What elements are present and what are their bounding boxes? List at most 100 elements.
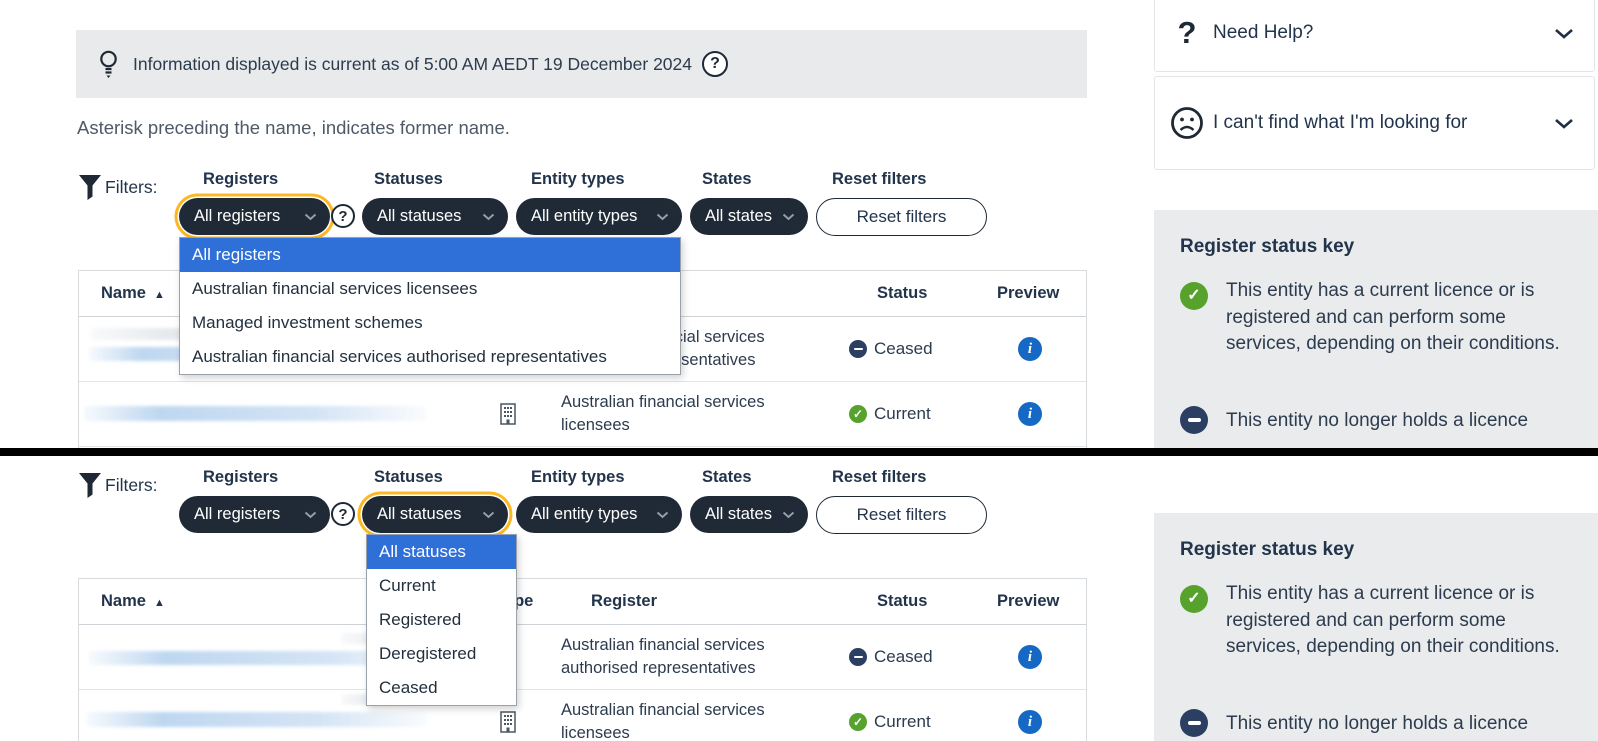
dropdown-option[interactable]: All registers: [180, 238, 680, 272]
filters-label: Filters:: [105, 177, 158, 197]
chevron-down-icon: [482, 511, 495, 519]
reset-filters-label: Reset filters: [832, 468, 927, 486]
ceased-status-icon: [849, 340, 867, 358]
status-cell: Ceased: [849, 647, 933, 667]
table-row: Australian financial services licensees …: [79, 690, 1086, 741]
registers-filter-pill[interactable]: All registers: [179, 496, 330, 533]
chevron-down-icon: [782, 511, 795, 519]
table-row: Australian financial services authorised…: [79, 625, 1086, 690]
status-key-text: This entity no longer holds a licence: [1226, 410, 1529, 431]
status-cell: Ceased: [849, 339, 933, 359]
table-row: Australian financial services licensees …: [79, 382, 1086, 447]
current-status-icon: ✓: [849, 405, 867, 423]
reset-filters-label: Reset filters: [832, 170, 927, 188]
current-status-icon: ✓: [1180, 282, 1208, 310]
statuses-filter-pill[interactable]: All statuses: [362, 198, 508, 235]
dropdown-option[interactable]: Australian financial services authorised…: [192, 347, 607, 366]
states-label: States: [702, 170, 752, 188]
entity-types-filter-pill[interactable]: All entity types: [516, 198, 682, 235]
chevron-down-icon: [482, 213, 495, 221]
registers-label: Registers: [203, 170, 279, 188]
sort-asc-icon: ▲: [153, 289, 165, 301]
redacted-name: [89, 651, 439, 665]
status-key-text: This entity has a current licence or is …: [1226, 280, 1560, 354]
redacted-name: [84, 406, 426, 421]
status-column-header: Status: [877, 284, 928, 302]
status-key-text: This entity has a current licence or is …: [1226, 583, 1560, 657]
info-banner: Information displayed is current as of 5…: [76, 30, 1087, 98]
register-column-header: Register: [591, 592, 658, 610]
dropdown-option[interactable]: All statuses: [367, 535, 516, 569]
entity-types-label: Entity types: [531, 468, 625, 486]
need-help-label: Need Help?: [1213, 22, 1314, 43]
chevron-down-icon: [656, 511, 669, 519]
statuses-label: Statuses: [374, 170, 443, 188]
preview-info-icon[interactable]: i: [1018, 710, 1042, 734]
filters-label: Filters:: [105, 475, 158, 495]
entity-types-filter-pill[interactable]: All entity types: [516, 496, 682, 533]
states-filter-pill[interactable]: All states: [690, 496, 808, 533]
table-header-row: Name▲ Entity type Register Status Previe…: [79, 579, 1086, 625]
filters-bar: Filters: Registers Statuses Entity types…: [78, 468, 1028, 540]
redacted-name: [87, 712, 427, 727]
section-statuses-dropdown-open: Filters: Registers Statuses Entity types…: [0, 456, 1598, 741]
results-table: Name▲ Entity type Register Status Previe…: [78, 578, 1087, 741]
status-column-header: Status: [877, 592, 928, 610]
cant-find-label: I can't find what I'm looking for: [1213, 112, 1468, 133]
banner-help-icon[interactable]: ?: [702, 51, 729, 77]
sad-face-icon: [1167, 105, 1207, 141]
registers-help-icon[interactable]: ?: [331, 204, 355, 228]
dropdown-option[interactable]: Current: [379, 576, 436, 595]
statuses-label: Statuses: [374, 468, 443, 486]
current-status-icon: ✓: [1180, 585, 1208, 613]
dropdown-option[interactable]: Ceased: [379, 678, 438, 697]
states-filter-pill[interactable]: All states: [690, 198, 808, 235]
registers-filter-pill[interactable]: All registers: [179, 198, 330, 235]
dropdown-option[interactable]: Deregistered: [379, 644, 477, 663]
status-key-title: Register status key: [1180, 236, 1355, 257]
section-registers-dropdown-open: Information displayed is current as of 5…: [76, 0, 1598, 448]
status-key-title: Register status key: [1180, 539, 1355, 560]
ceased-status-icon: [849, 648, 867, 666]
chevron-down-icon: [1554, 28, 1574, 39]
reset-filters-button[interactable]: Reset filters: [816, 496, 987, 534]
preview-column-header: Preview: [997, 284, 1060, 302]
registers-dropdown-list: All registers Australian financial servi…: [179, 237, 681, 375]
company-entity-icon: [500, 711, 516, 733]
name-column-header[interactable]: Name ▲: [101, 284, 165, 302]
dropdown-option[interactable]: Managed investment schemes: [192, 313, 423, 332]
statuses-dropdown-list: All statuses Current Registered Deregist…: [366, 534, 517, 706]
dropdown-option[interactable]: Registered: [379, 610, 462, 629]
sort-asc-icon: ▲: [153, 597, 165, 609]
need-help-card[interactable]: ? Need Help?: [1154, 0, 1595, 72]
statuses-filter-pill[interactable]: All statuses: [362, 496, 508, 533]
status-cell: ✓ Current: [849, 404, 931, 424]
entity-types-label: Entity types: [531, 170, 625, 188]
name-column-header[interactable]: Name ▲: [101, 592, 165, 610]
ceased-status-icon: [1180, 709, 1208, 737]
preview-info-icon[interactable]: i: [1018, 337, 1042, 361]
status-cell: ✓ Current: [849, 712, 931, 732]
registers-label: Registers: [203, 468, 279, 486]
preview-info-icon[interactable]: i: [1018, 402, 1042, 426]
preview-column-header: Preview: [997, 592, 1060, 610]
filter-funnel-icon: [78, 174, 102, 206]
chevron-down-icon: [782, 213, 795, 221]
dropdown-option[interactable]: Australian financial services licensees: [192, 279, 478, 298]
register-cell: Australian financial services authorised…: [561, 636, 765, 677]
chevron-down-icon: [304, 213, 317, 221]
filters-bar: Filters: Registers Statuses Entity types…: [78, 170, 1028, 242]
cant-find-card[interactable]: I can't find what I'm looking for: [1154, 76, 1595, 170]
register-status-key-panel: Register status key ✓ This entity has a …: [1154, 513, 1598, 741]
reset-filters-button[interactable]: Reset filters: [816, 198, 987, 236]
registers-help-icon[interactable]: ?: [331, 502, 355, 526]
preview-info-icon[interactable]: i: [1018, 645, 1042, 669]
register-cell: Australian financial services licensees: [561, 701, 765, 741]
chevron-down-icon: [304, 511, 317, 519]
question-mark-icon: ?: [1177, 15, 1197, 50]
banner-text: Information displayed is current as of 5…: [133, 53, 693, 74]
register-status-key-panel: Register status key ✓ This entity has a …: [1154, 210, 1598, 448]
states-label: States: [702, 468, 752, 486]
former-name-note: Asterisk preceding the name, indicates f…: [77, 117, 510, 138]
current-status-icon: ✓: [849, 713, 867, 731]
